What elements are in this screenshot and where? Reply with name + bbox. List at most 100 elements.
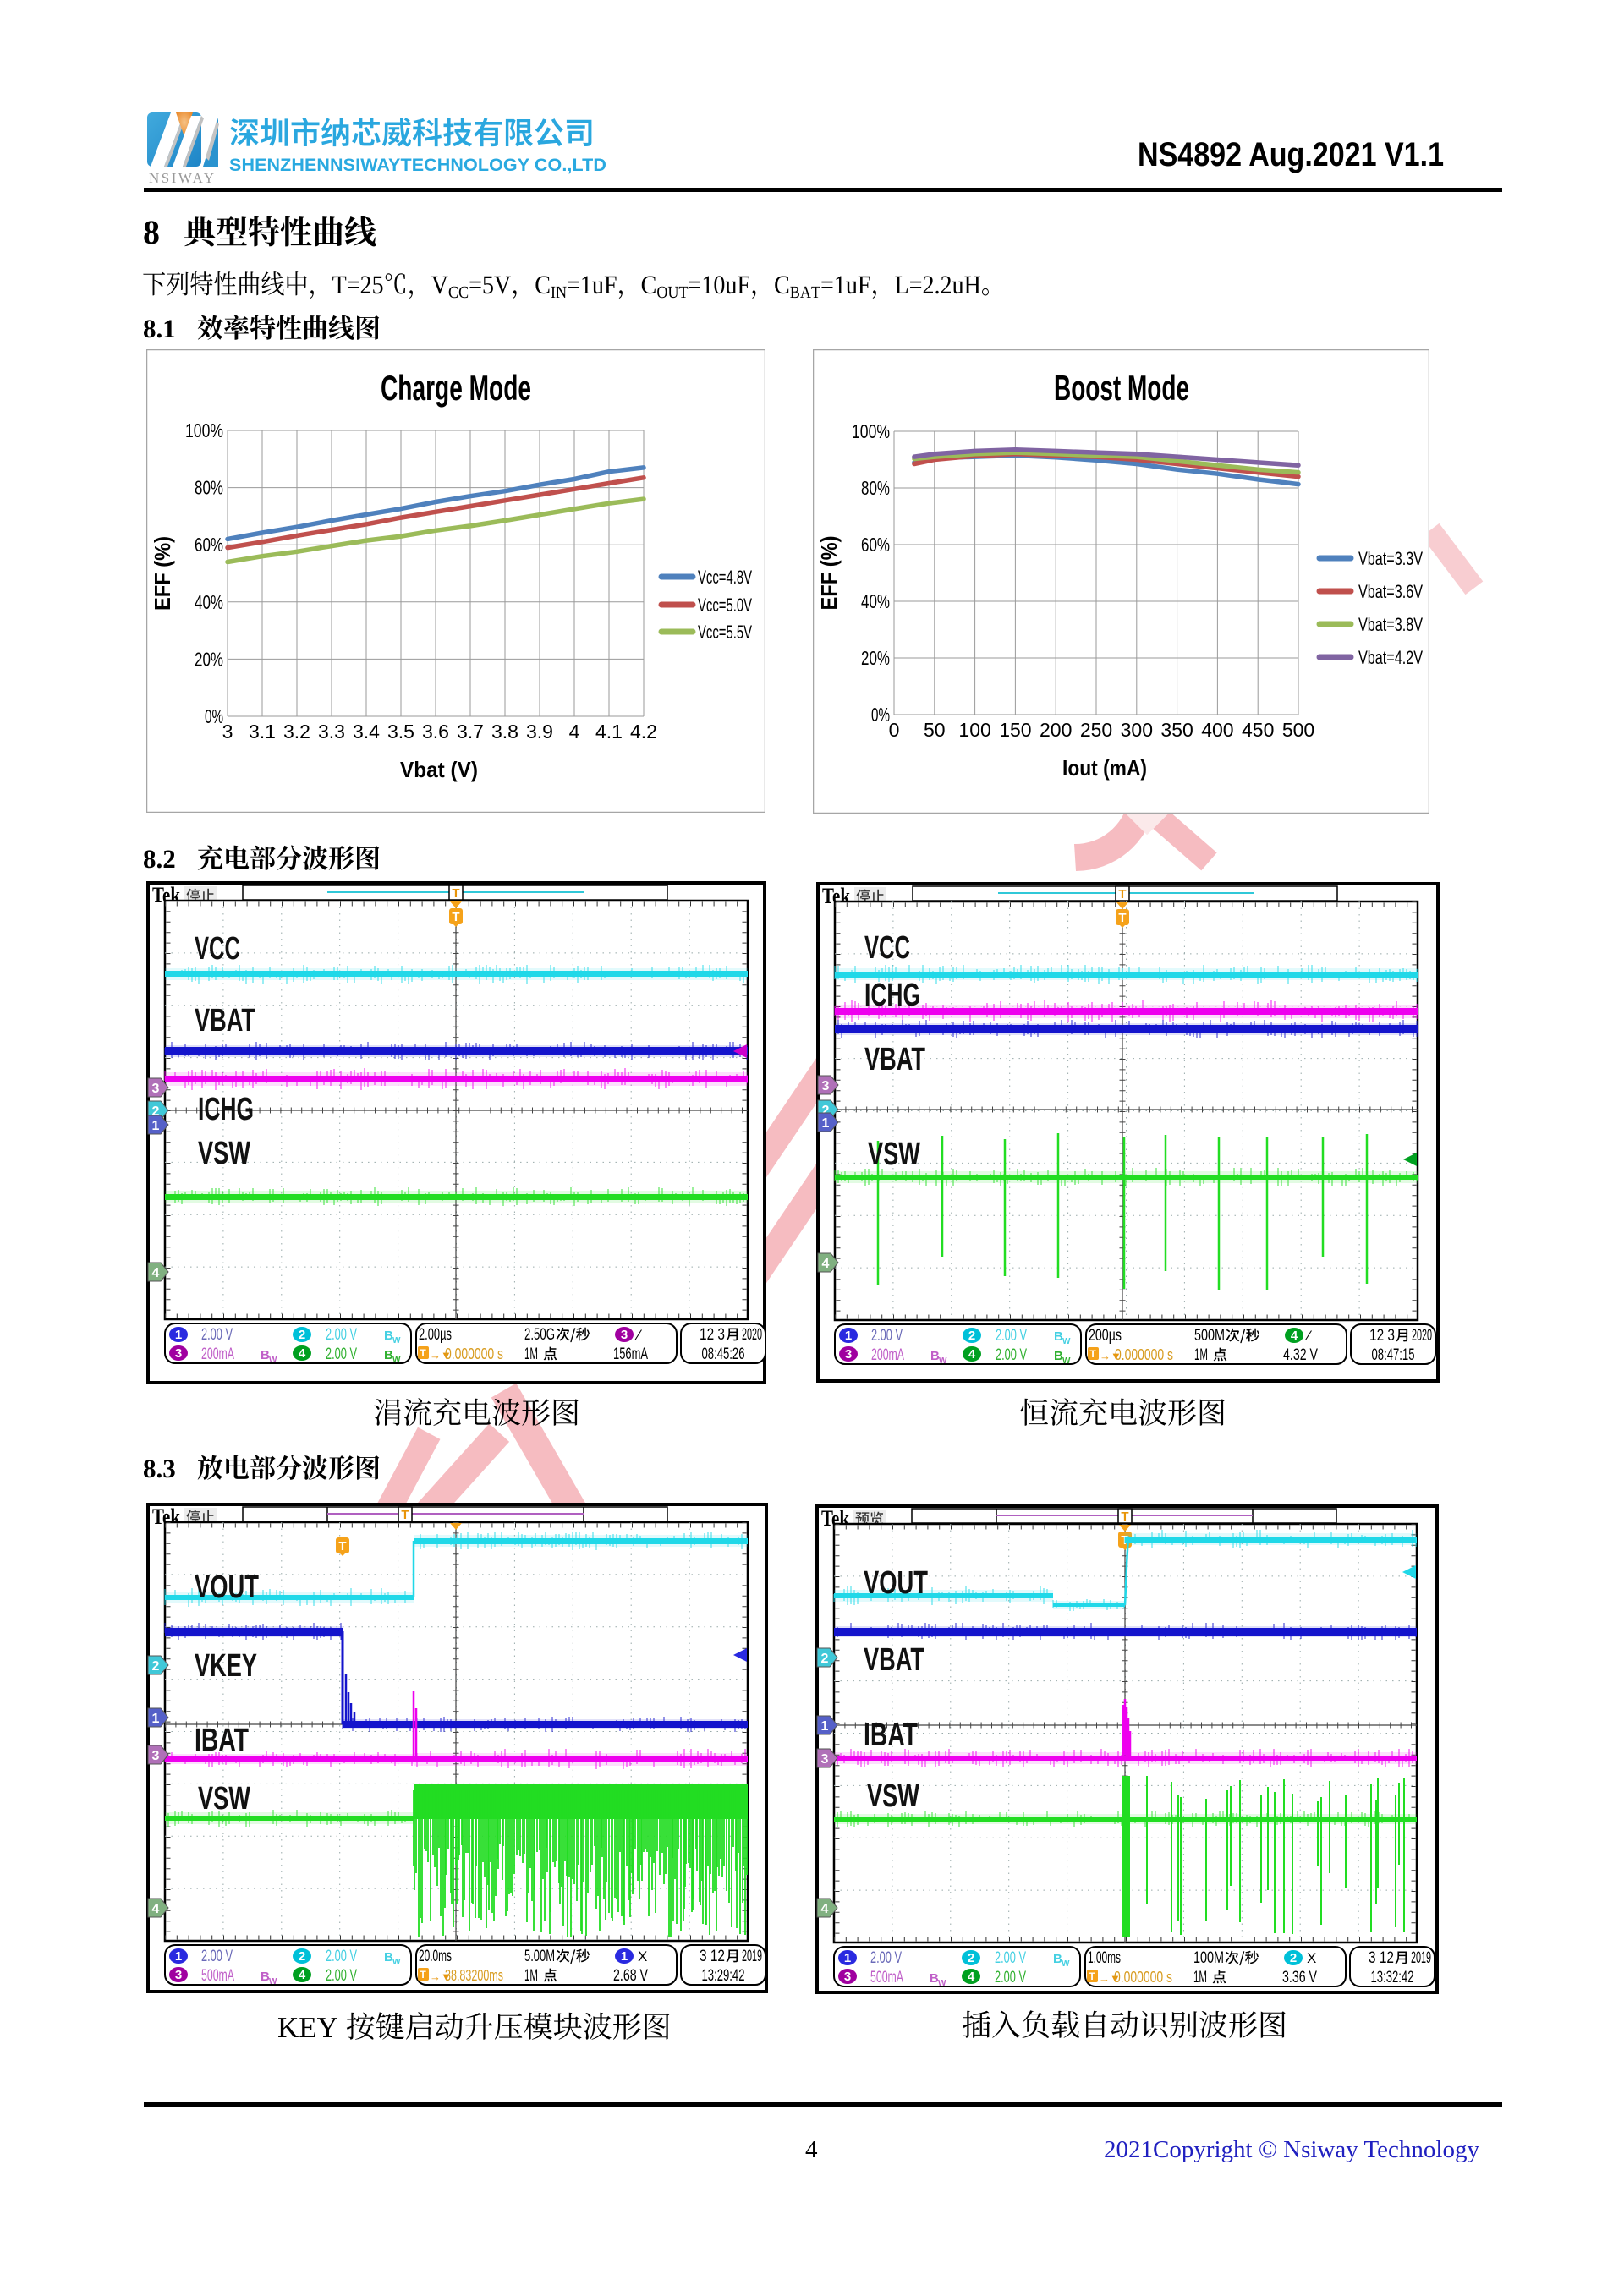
svg-text:ICHG: ICHG bbox=[198, 1092, 254, 1127]
svg-text:2: 2 bbox=[968, 1951, 974, 1965]
svg-text:W: W bbox=[1062, 1959, 1070, 1969]
svg-text:60%: 60% bbox=[861, 534, 890, 556]
svg-text:1: 1 bbox=[845, 1329, 852, 1343]
svg-text:3: 3 bbox=[152, 1082, 160, 1096]
svg-text:T: T bbox=[1121, 1510, 1128, 1524]
svg-text:T: T bbox=[1118, 887, 1126, 901]
svg-text:2.00 V: 2.00 V bbox=[326, 1967, 357, 1985]
svg-text:T: T bbox=[338, 1539, 346, 1553]
svg-text:100%: 100% bbox=[852, 420, 890, 442]
svg-text:08:47:15: 08:47:15 bbox=[1372, 1346, 1415, 1364]
svg-text:VOUT: VOUT bbox=[864, 1565, 928, 1601]
svg-text:Vbat=4.2V: Vbat=4.2V bbox=[1358, 647, 1423, 668]
svg-text:3: 3 bbox=[152, 1749, 160, 1763]
svg-text:→▼: →▼ bbox=[430, 1349, 452, 1362]
svg-text:300: 300 bbox=[1121, 719, 1153, 741]
svg-text:VKEY: VKEY bbox=[195, 1648, 257, 1684]
svg-text:4: 4 bbox=[299, 1346, 306, 1361]
svg-text:500mA: 500mA bbox=[201, 1967, 234, 1985]
svg-text:3: 3 bbox=[175, 1346, 182, 1361]
svg-text:2: 2 bbox=[299, 1328, 305, 1342]
svg-text:3 12: 3 12 bbox=[700, 1948, 725, 1965]
svg-text:2.00µs: 2.00µs bbox=[419, 1326, 452, 1344]
svg-text:350: 350 bbox=[1160, 719, 1193, 741]
svg-text:3.5: 3.5 bbox=[387, 721, 414, 743]
svg-text:3.8: 3.8 bbox=[491, 721, 518, 743]
svg-text:1M: 1M bbox=[1193, 1969, 1207, 1986]
svg-text:2: 2 bbox=[822, 1104, 830, 1118]
svg-text:W: W bbox=[1062, 1356, 1071, 1366]
svg-text:20.0ms: 20.0ms bbox=[419, 1948, 452, 1965]
svg-text:100M: 100M bbox=[1193, 1949, 1224, 1967]
svg-text:4: 4 bbox=[569, 721, 580, 743]
svg-text:4: 4 bbox=[822, 1257, 830, 1271]
svg-text:2.00 V: 2.00 V bbox=[996, 1346, 1027, 1364]
svg-text:VCC: VCC bbox=[195, 931, 240, 967]
svg-text:4: 4 bbox=[968, 1347, 976, 1362]
svg-text:→▼: →▼ bbox=[1100, 1350, 1122, 1362]
svg-text:12 3: 12 3 bbox=[1369, 1327, 1395, 1345]
svg-text:1.00ms: 1.00ms bbox=[1088, 1949, 1121, 1967]
svg-text:Iout (mA): Iout (mA) bbox=[1062, 755, 1147, 781]
svg-text:3.4: 3.4 bbox=[353, 721, 380, 743]
svg-text:50: 50 bbox=[924, 719, 946, 741]
svg-text:Vbat=3.6V: Vbat=3.6V bbox=[1358, 581, 1423, 602]
svg-text:W: W bbox=[392, 1958, 401, 1967]
svg-text:4.1: 4.1 bbox=[595, 721, 623, 743]
svg-text:T: T bbox=[1118, 911, 1126, 925]
svg-text:VBAT: VBAT bbox=[195, 1003, 255, 1038]
svg-text:2.00 V: 2.00 V bbox=[871, 1327, 903, 1345]
svg-text:B: B bbox=[930, 1349, 940, 1363]
svg-text:T: T bbox=[1089, 1348, 1096, 1360]
svg-text:2: 2 bbox=[299, 1949, 305, 1964]
svg-text:0%: 0% bbox=[205, 705, 223, 727]
svg-text:VOUT: VOUT bbox=[195, 1570, 259, 1605]
svg-text:80%: 80% bbox=[861, 477, 890, 499]
svg-text:40%: 40% bbox=[861, 590, 890, 612]
svg-text:3: 3 bbox=[822, 1079, 830, 1093]
svg-text:1: 1 bbox=[175, 1949, 182, 1964]
svg-text:Vbat=3.8V: Vbat=3.8V bbox=[1358, 614, 1423, 635]
svg-text:→▼: →▼ bbox=[430, 1970, 452, 1983]
svg-text:1M: 1M bbox=[524, 1345, 538, 1363]
svg-text:2: 2 bbox=[821, 1652, 829, 1666]
svg-text:0%: 0% bbox=[871, 704, 890, 726]
svg-text:4: 4 bbox=[968, 1970, 975, 1984]
svg-text:13:32:42: 13:32:42 bbox=[1371, 1969, 1414, 1986]
svg-text:W: W bbox=[938, 1979, 946, 1988]
svg-text:150: 150 bbox=[999, 719, 1031, 741]
svg-text:2: 2 bbox=[152, 1659, 160, 1674]
svg-text:X: X bbox=[638, 1948, 647, 1964]
svg-text:0.000000 s: 0.000000 s bbox=[445, 1345, 503, 1362]
svg-text:80%: 80% bbox=[195, 477, 223, 499]
svg-text:2.00 V: 2.00 V bbox=[326, 1345, 357, 1363]
svg-text:1M: 1M bbox=[1194, 1346, 1208, 1364]
svg-text:1: 1 bbox=[621, 1949, 628, 1964]
svg-text:IBAT: IBAT bbox=[195, 1723, 249, 1758]
svg-text:W: W bbox=[392, 1336, 401, 1345]
svg-text:VSW: VSW bbox=[198, 1781, 250, 1817]
svg-text:60%: 60% bbox=[195, 534, 223, 556]
svg-text:1: 1 bbox=[175, 1328, 182, 1342]
svg-text:2: 2 bbox=[152, 1104, 160, 1119]
svg-text:Vbat (V): Vbat (V) bbox=[400, 757, 478, 782]
svg-text:IBAT: IBAT bbox=[864, 1718, 918, 1753]
svg-text:B: B bbox=[261, 1970, 270, 1984]
svg-text:200: 200 bbox=[1040, 719, 1072, 741]
svg-text:400: 400 bbox=[1201, 719, 1233, 741]
svg-text:VSW: VSW bbox=[868, 1137, 920, 1172]
svg-text:2.00 V: 2.00 V bbox=[996, 1327, 1027, 1345]
svg-text:Boost Mode: Boost Mode bbox=[1054, 368, 1189, 408]
svg-text:2020: 2020 bbox=[1412, 1327, 1432, 1345]
svg-text:T: T bbox=[1089, 1970, 1095, 1982]
svg-text:3: 3 bbox=[175, 1968, 182, 1982]
svg-text:2.00 V: 2.00 V bbox=[201, 1326, 233, 1344]
svg-text:B: B bbox=[384, 1329, 393, 1343]
svg-text:100%: 100% bbox=[185, 419, 223, 441]
svg-text:4: 4 bbox=[821, 1902, 829, 1916]
svg-text:T: T bbox=[452, 910, 459, 924]
svg-text:500mA: 500mA bbox=[870, 1969, 903, 1986]
svg-text:3: 3 bbox=[844, 1970, 851, 1984]
svg-text:13:29:42: 13:29:42 bbox=[702, 1967, 745, 1985]
svg-text:B: B bbox=[384, 1950, 393, 1964]
